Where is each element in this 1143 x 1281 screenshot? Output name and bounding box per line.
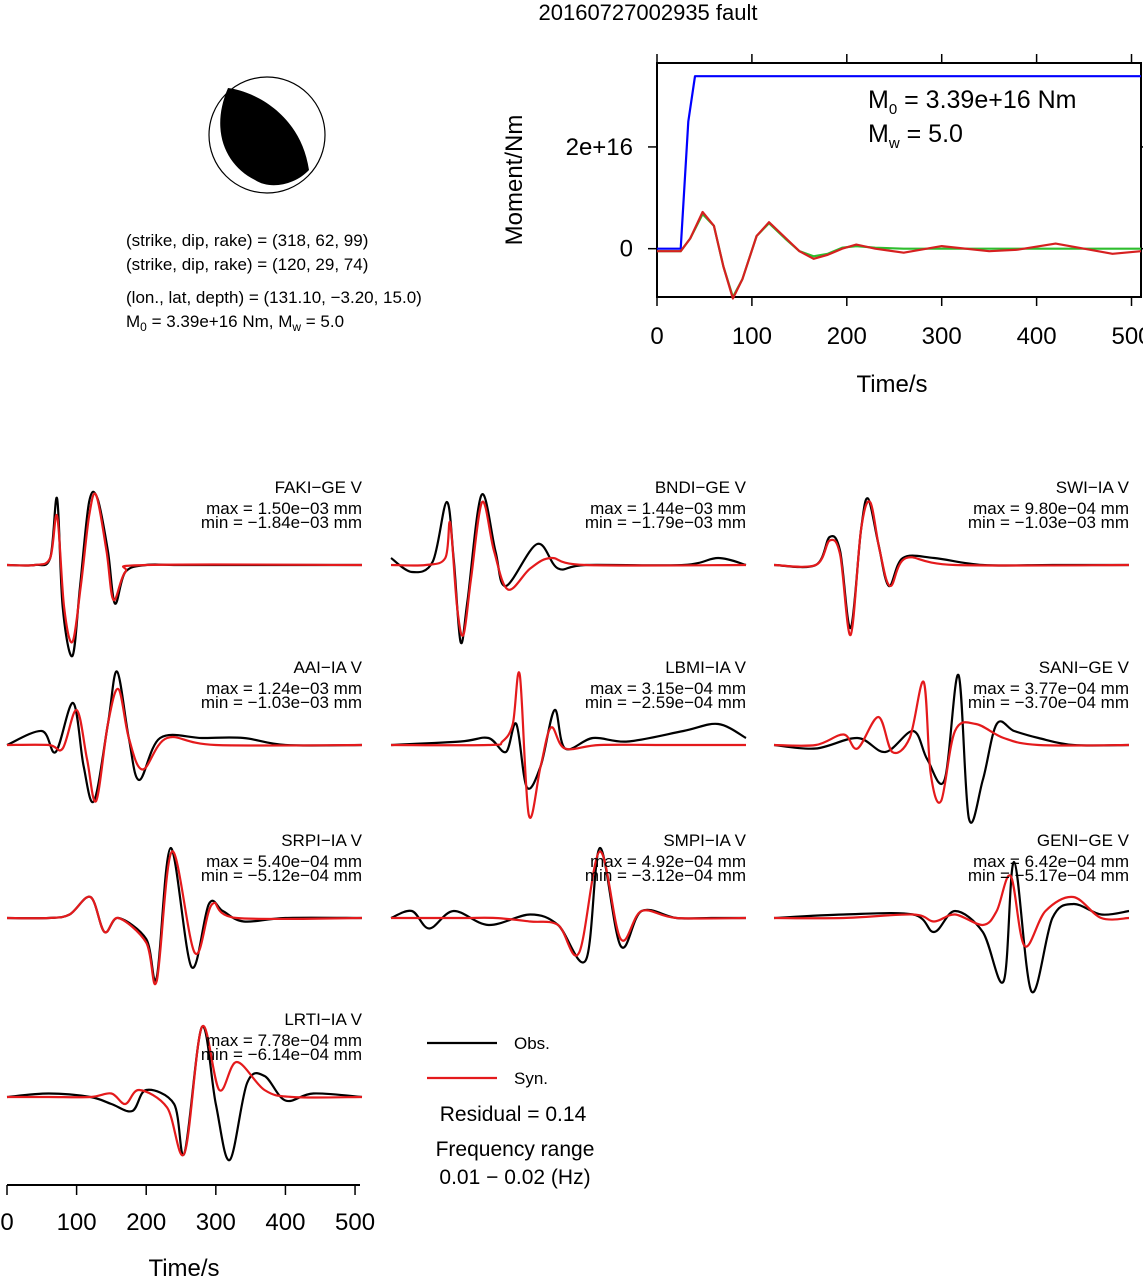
moment-axis-ticks: 0 100 200 300 400 500 0 2e+16: [566, 54, 1143, 350]
moment-ylabel: Moment/Nm: [501, 115, 528, 246]
residual-text: Residual = 0.14: [440, 1103, 587, 1126]
synthetic-trace: [391, 850, 747, 957]
mw-value: = 5.0: [301, 312, 344, 331]
strike-dip-rake-2: (strike, dip, rake) = (120, 29, 74): [126, 255, 368, 274]
station-max: max = 7.78e−04 mm: [206, 1031, 362, 1050]
station-name: BNDI−GE V: [655, 478, 747, 497]
station-name: SRPI−IA V: [281, 831, 362, 850]
station-min: min = −1.03e−03 mm: [968, 513, 1129, 532]
moment-rate-panel: 010020030040050002e+16 Moment/Nm Time/s …: [501, 54, 1143, 398]
moment-xlabel: Time/s: [856, 371, 927, 398]
station-min: min = −3.70e−04 mm: [968, 693, 1129, 712]
synthetic-trace: [390, 671, 746, 819]
frequency-range-values: 0.01 − 0.02 (Hz): [439, 1166, 590, 1189]
legend-syn-label: Syn.: [514, 1069, 548, 1088]
waveform-xlabel: Time/s: [148, 1255, 219, 1281]
focal-mechanism-beachball: [208, 76, 326, 194]
station-min: min = −2.59e−04 mm: [585, 693, 746, 712]
station-max: max = 5.40e−04 mm: [206, 852, 362, 871]
waveform-time-axis: Time/s 0 100 200 300 400 500: [0, 1184, 375, 1281]
moment-magnitude-summary: M0 = 3.39e+16 Nm, Mw = 5.0: [126, 312, 344, 334]
beachball-compressional-quadrant: [220, 88, 309, 186]
frequency-range-title: Frequency range: [436, 1138, 595, 1161]
moment-xtick-label-0: 0: [650, 323, 663, 350]
moment-ytick-label-1: 2e+16: [566, 134, 633, 161]
synthetic-trace: [6, 492, 363, 644]
waveform-xtick-label-2: 200: [126, 1209, 166, 1236]
station-name: FAKI−GE V: [275, 478, 363, 497]
station-max: max = 3.15e−04 mm: [590, 679, 746, 698]
station-max: max = 6.42e−04 mm: [973, 852, 1129, 871]
location-depth: (lon., lat, depth) = (131.10, −3.20, 15.…: [126, 288, 422, 307]
synthetic-trace: [773, 500, 1130, 637]
mw-subscript: w: [291, 320, 301, 334]
station-max: max = 4.92e−04 mm: [590, 852, 746, 871]
moment-series-line-2: [657, 210, 1142, 300]
moment-ytick-label-0: 0: [620, 236, 633, 263]
waveform-xtick-label-1: 100: [57, 1209, 97, 1236]
station-name: GENI−GE V: [1037, 831, 1130, 850]
moment-series-group: [657, 75, 1142, 300]
station-max: max = 9.80e−04 mm: [973, 499, 1129, 518]
moment-xtick-label-1: 100: [732, 323, 772, 350]
station-name: AAI−IA V: [293, 658, 362, 677]
station-min: min = −3.12e−04 mm: [585, 866, 746, 885]
station-max: max = 1.24e−03 mm: [206, 679, 362, 698]
synthetic-trace: [773, 680, 1130, 804]
station-min: min = −6.14e−04 mm: [201, 1045, 362, 1064]
station-max: max = 3.77e−04 mm: [973, 679, 1129, 698]
synthetic-trace: [7, 1024, 363, 1157]
synthetic-trace: [6, 850, 363, 986]
synthetic-trace: [390, 500, 747, 638]
m0-value: = 3.39e+16 Nm, M: [147, 312, 293, 331]
legend: Obs. Syn. Residual = 0.14 Frequency rang…: [427, 1034, 594, 1189]
station-name: SANI−GE V: [1039, 658, 1130, 677]
figure-title: 20160727002935 fault: [539, 0, 758, 25]
station-min: min = −1.84e−03 mm: [201, 513, 362, 532]
station-name: LRTI−IA V: [284, 1010, 362, 1029]
moment-series-line-0: [657, 75, 1141, 250]
moment-m0-annotation: M0 = 3.39e+16 Nm: [868, 86, 1076, 118]
moment-xtick-label-5: 500: [1111, 323, 1143, 350]
station-min: min = −1.79e−03 mm: [585, 513, 746, 532]
waveform-xtick-label-0: 0: [0, 1209, 13, 1236]
moment-xtick-label-2: 200: [827, 323, 867, 350]
moment-xtick-label-3: 300: [922, 323, 962, 350]
synthetic-trace: [773, 874, 1130, 948]
strike-dip-rake-1: (strike, dip, rake) = (318, 62, 99): [126, 231, 368, 250]
station-max: max = 1.44e−03 mm: [590, 499, 746, 518]
moment-xtick-label-4: 400: [1017, 323, 1057, 350]
observed-trace: [6, 670, 363, 804]
station-name: SWI−IA V: [1056, 478, 1130, 497]
station-name: LBMI−IA V: [665, 658, 746, 677]
station-min: min = −1.03e−03 mm: [201, 693, 362, 712]
synthetic-trace: [6, 687, 363, 803]
station-min: min = −5.17e−04 mm: [968, 866, 1129, 885]
observed-trace: [773, 673, 1130, 824]
legend-obs-label: Obs.: [514, 1034, 550, 1053]
moment-mw-annotation: Mw = 5.0: [868, 120, 963, 152]
waveform-xtick-label-5: 500: [335, 1209, 375, 1236]
waveform-xtick-label-4: 400: [265, 1209, 305, 1236]
m0-letter: M: [126, 312, 140, 331]
station-min: min = −5.12e−04 mm: [201, 866, 362, 885]
station-max: max = 1.50e−03 mm: [206, 499, 362, 518]
moment-plot-frame: [656, 62, 1142, 298]
m0-subscript: 0: [140, 320, 147, 334]
waveform-xtick-label-3: 300: [196, 1209, 236, 1236]
station-name: SMPI−IA V: [663, 831, 746, 850]
